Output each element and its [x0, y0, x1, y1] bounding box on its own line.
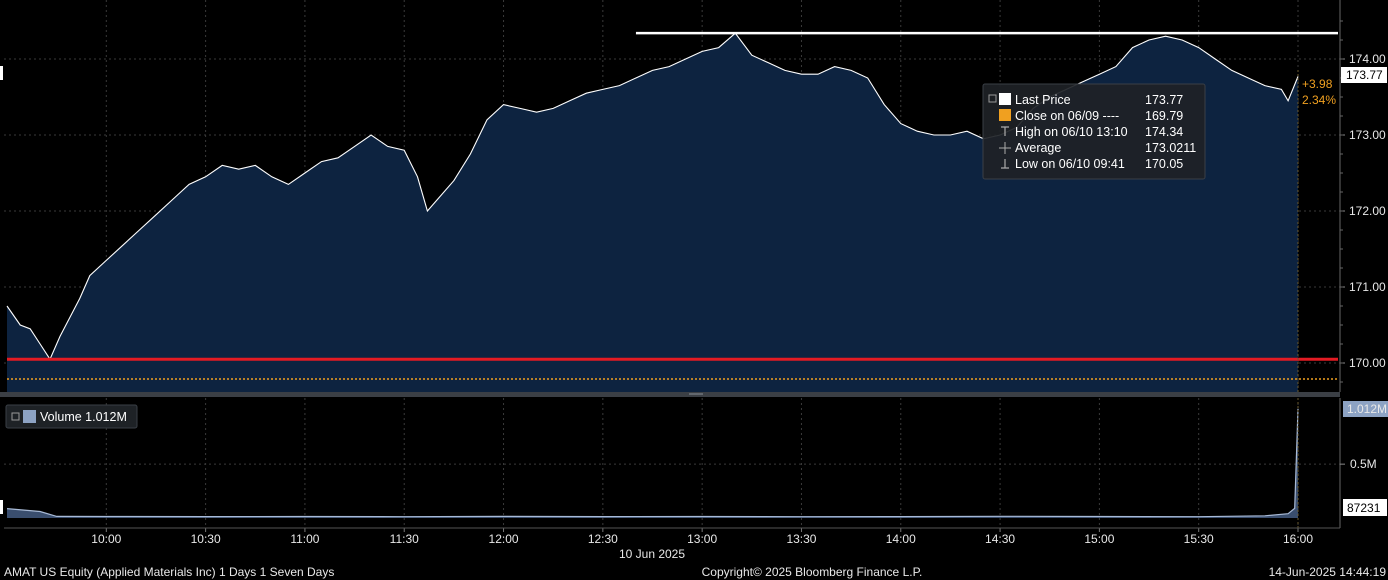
y-tick-label: 172.00 [1349, 204, 1386, 218]
volume-y-axis: 1.012M 0.5M [1339, 398, 1388, 528]
x-tick-label: 15:00 [1084, 532, 1114, 546]
x-tick-label: 15:30 [1184, 532, 1214, 546]
legend-collapse-icon[interactable] [11, 412, 20, 421]
left-volume-marker [0, 500, 3, 514]
legend-value: 173.77 [1145, 93, 1183, 107]
last-volume-label: 87231 [1347, 501, 1381, 515]
y-tick-label: 173.00 [1349, 128, 1386, 142]
volume-legend: Volume 1.012M [5, 404, 138, 429]
footer-copyright: Copyright© 2025 Bloomberg Finance L.P. [702, 565, 923, 579]
left-marker [0, 66, 3, 80]
legend-label: High on 06/10 13:10 [1015, 125, 1128, 139]
last-volume-tag: 87231 [1343, 499, 1387, 516]
volume-line [6, 408, 1299, 518]
price-line [6, 32, 1299, 361]
x-tick-label: 11:30 [390, 532, 419, 546]
y-tick-label: 174.00 [1349, 52, 1386, 66]
last-volume-box [1343, 499, 1387, 516]
last-price-label: 173.77 [1346, 68, 1383, 82]
volume-max-box [1343, 401, 1388, 417]
price-y-axis: 174.00 173.00 172.00 171.00 170.00 [1339, 0, 1386, 392]
x-tick-label: 16:00 [1283, 532, 1313, 546]
legend-label: Last Price [1015, 93, 1071, 107]
footer: AMAT US Equity (Applied Materials Inc) 1… [4, 565, 1386, 579]
legend-swatch-volume [23, 410, 36, 423]
panel-divider[interactable] [0, 392, 1340, 397]
y-tick-label: 171.00 [1349, 280, 1386, 294]
legend-label: Low on 06/10 09:41 [1015, 157, 1125, 171]
footer-security: AMAT US Equity (Applied Materials Inc) 1… [4, 565, 334, 579]
change-label: +3.98 [1302, 77, 1333, 91]
legend-item-average: Average 173.0211 [999, 141, 1196, 155]
legend-value: 174.34 [1145, 125, 1183, 139]
y-tick-label: 0.5M [1350, 457, 1377, 471]
price-legend: Last Price 173.77 Close on 06/09 ---- 16… [982, 83, 1206, 180]
footer-timestamp: 14-Jun-2025 14:44:19 [1269, 565, 1387, 579]
last-price-tag: 173.77 [1341, 67, 1387, 83]
x-date-label: 10 Jun 2025 [619, 547, 685, 561]
low-marker-icon [1001, 159, 1009, 169]
x-tick-label: 12:30 [588, 532, 618, 546]
x-tick-label: 12:00 [489, 532, 519, 546]
high-marker-icon [1001, 126, 1009, 136]
volume-area [7, 409, 1298, 518]
change-pct-label: 2.34% [1302, 93, 1336, 107]
last-price-box [1341, 67, 1387, 83]
volume-grid [4, 398, 1340, 528]
legend-label: Close on 06/09 ---- [1015, 109, 1119, 123]
legend-item-high: High on 06/10 13:10 174.34 [1001, 125, 1183, 139]
legend-value: 173.0211 [1145, 141, 1196, 155]
legend-item-low: Low on 06/10 09:41 170.05 [1001, 157, 1183, 171]
price-panel: 174.00 173.00 172.00 171.00 170.00 173.77 +3… [0, 0, 1387, 392]
x-tick-label: 11:00 [290, 532, 319, 546]
price-area [7, 33, 1298, 392]
x-axis: 10:00 10:30 11:00 11:30 12:00 12:30 13:00 13:30… [4, 527, 1340, 546]
y-tick-label: 1.012M [1347, 402, 1387, 416]
volume-legend-box [5, 404, 138, 429]
legend-item-close: Close on 06/09 ---- 169.79 [999, 109, 1183, 123]
volume-panel: 1.012M 0.5M Volume 1.012M 87231 [0, 398, 1388, 528]
x-tick-label: 10:00 [91, 532, 121, 546]
legend-swatch-last-price [999, 93, 1011, 105]
legend-item-last-price: Last Price 173.77 [988, 93, 1183, 107]
legend-box [982, 83, 1206, 180]
x-tick-label: 14:00 [886, 532, 916, 546]
y-tick-label: 170.00 [1349, 356, 1386, 370]
x-tick-label: 14:30 [985, 532, 1015, 546]
volume-legend-label: Volume 1.012M [40, 410, 127, 424]
x-tick-label: 10:30 [191, 532, 221, 546]
average-marker-icon [999, 142, 1011, 154]
x-tick-label: 13:00 [687, 532, 717, 546]
legend-value: 169.79 [1145, 109, 1183, 123]
legend-swatch-close [999, 109, 1011, 121]
legend-value: 170.05 [1145, 157, 1183, 171]
legend-label: Average [1015, 141, 1061, 155]
x-tick-label: 13:30 [786, 532, 816, 546]
legend-collapse-icon[interactable] [988, 94, 997, 103]
